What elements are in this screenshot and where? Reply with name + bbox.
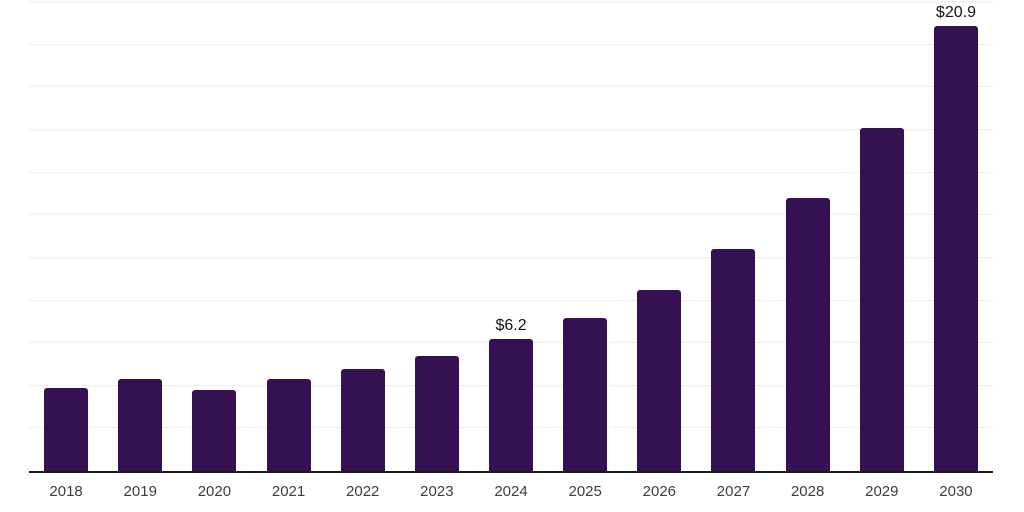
x-tick-2021: 2021 <box>271 483 306 500</box>
x-tick-2029: 2029 <box>865 483 899 500</box>
bar-slot-2023 <box>400 2 474 471</box>
bar-slot-2027 <box>696 2 770 471</box>
x-tick-2028: 2028 <box>790 483 825 500</box>
bar-slot-2028 <box>771 2 845 471</box>
bar-slot-2021 <box>251 2 325 471</box>
gridline-22 <box>29 1 993 2</box>
bar-2028 <box>785 198 830 471</box>
bar-2020 <box>192 390 237 471</box>
bar-2025 <box>563 317 608 471</box>
gridline-10 <box>29 256 993 258</box>
gridline-18 <box>29 86 993 88</box>
gridline-16 <box>29 128 993 130</box>
bar-slot-2030: $20.9 <box>919 2 993 471</box>
bar-2027 <box>711 249 756 471</box>
x-tick-2018: 2018 <box>49 483 83 500</box>
x-tick-2019: 2019 <box>123 483 157 500</box>
gridline-8 <box>29 299 993 301</box>
bar-slot-2022 <box>326 2 400 471</box>
bar-slot-2020 <box>177 2 251 471</box>
bar-2030: $20.9 <box>933 4 978 471</box>
bar-slot-2019 <box>103 2 177 471</box>
bar-2018 <box>44 387 89 471</box>
gridline-12 <box>29 214 993 216</box>
x-axis-line <box>29 471 993 473</box>
bar-2023 <box>414 355 459 471</box>
bar-slot-2029 <box>845 2 919 471</box>
x-tick-2023: 2023 <box>420 483 454 500</box>
bar-slot-2026 <box>622 2 696 471</box>
x-tick-2030: 2030 <box>939 483 973 500</box>
x-tick-2020: 2020 <box>197 483 232 500</box>
bar-2024: $6.2 <box>489 317 534 471</box>
bar-slot-2025 <box>548 2 622 471</box>
bar-2026 <box>637 289 682 471</box>
x-tick-2025: 2025 <box>568 483 602 500</box>
plot-area: $6.2 $20.9 <box>29 1 993 473</box>
bar-2029 <box>859 127 904 471</box>
bar-2021 <box>266 379 311 471</box>
data-label-2024: $6.2 <box>495 316 527 334</box>
x-tick-2027: 2027 <box>716 483 751 500</box>
bars-container: $6.2 $20.9 <box>29 2 993 471</box>
bar-2022 <box>340 368 385 471</box>
bar-slot-2018 <box>29 2 103 471</box>
x-tick-2026: 2026 <box>642 483 677 500</box>
x-axis-labels: 2018 2019 2020 2021 2022 2023 2024 2025 2026 2027… <box>29 483 993 500</box>
x-tick-2022: 2022 <box>346 483 380 500</box>
gridline-14 <box>29 171 993 173</box>
gridline-20 <box>29 43 993 45</box>
data-label-2030: $20.9 <box>935 3 976 21</box>
x-tick-2024: 2024 <box>494 483 528 500</box>
bar-2019 <box>118 379 163 471</box>
bar-chart: $6.2 $20.9 2018 2019 2020 2021 2022 2023 2024 20… <box>29 1 993 500</box>
bar-slot-2024: $6.2 <box>474 2 548 471</box>
